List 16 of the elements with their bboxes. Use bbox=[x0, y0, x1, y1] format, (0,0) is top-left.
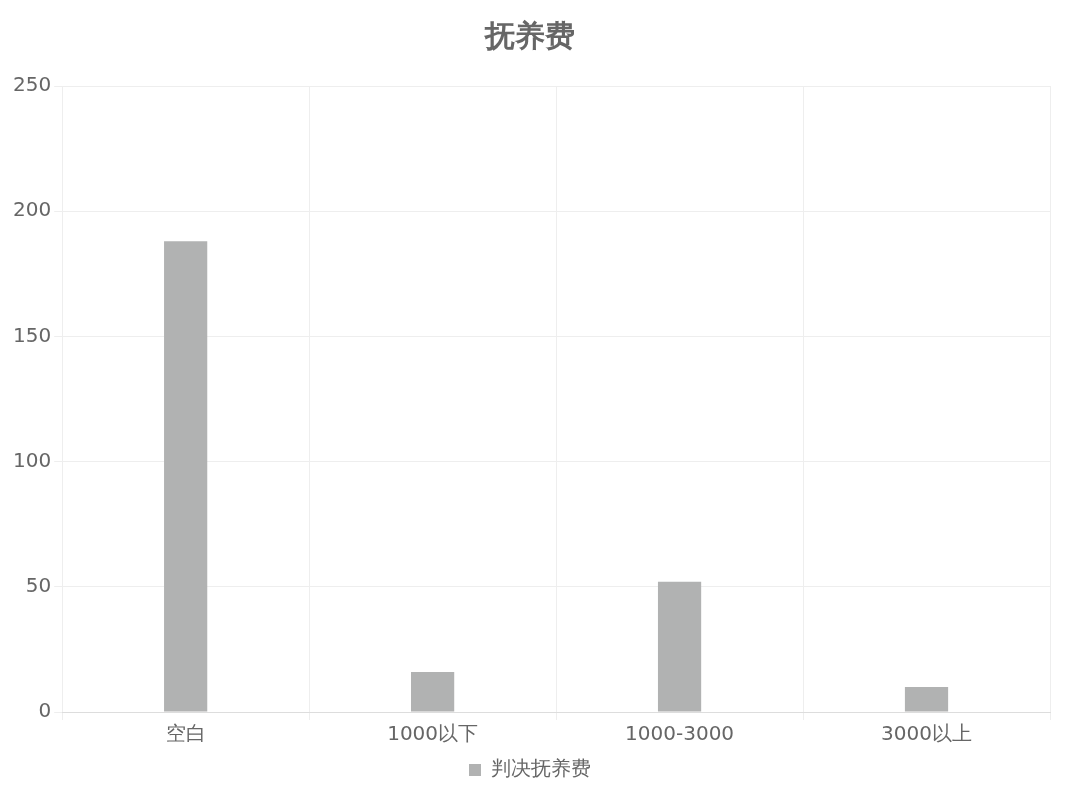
x-tick-label: 1000以下 bbox=[387, 721, 479, 746]
legend-label: 判决抚养费 bbox=[491, 756, 591, 781]
y-tick-label: 100 bbox=[12, 447, 52, 472]
bar bbox=[657, 581, 702, 712]
x-tick-label: 1000-3000 bbox=[625, 721, 735, 746]
y-tick-label: 250 bbox=[12, 72, 52, 97]
x-tick-label: 3000以上 bbox=[881, 721, 972, 746]
y-tick-label: 50 bbox=[25, 573, 52, 597]
y-tick-label: 150 bbox=[12, 322, 52, 347]
bar bbox=[411, 671, 455, 712]
bar bbox=[904, 686, 949, 712]
bar bbox=[164, 241, 208, 712]
x-tick-label: 空白 bbox=[165, 721, 206, 746]
chart-title: 抚养费 bbox=[483, 17, 575, 53]
y-tick-label: 0 bbox=[38, 698, 52, 723]
y-tick-label: 200 bbox=[12, 197, 52, 222]
